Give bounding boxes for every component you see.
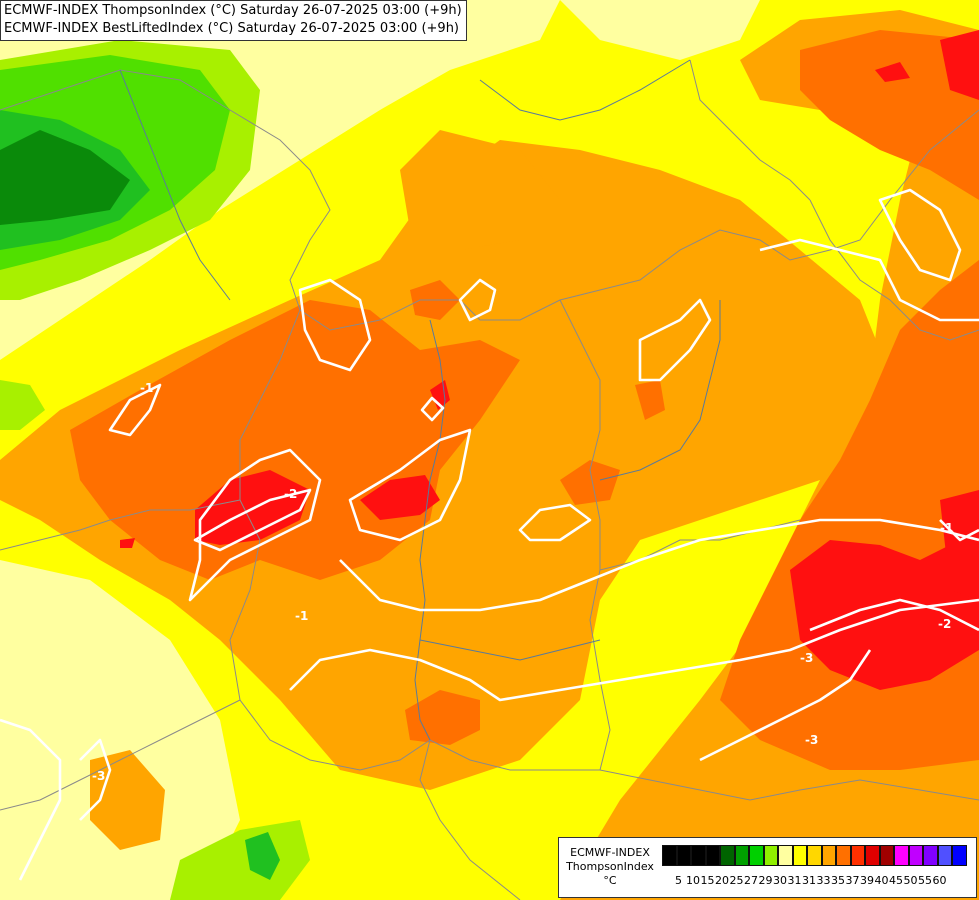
field-red-ne2 <box>940 30 979 100</box>
field-orange-central <box>0 140 900 790</box>
legend-swatch <box>894 845 909 866</box>
field-green-w <box>0 380 45 430</box>
legend-tick-label: 25 <box>729 874 744 887</box>
color-legend: ECMWF-INDEX ThompsonIndex °C 5 10 15 20 25 27… <box>558 837 977 898</box>
legend-swatch <box>662 845 677 866</box>
field-darkorange-s <box>405 690 480 745</box>
contour-ne-arc <box>759 238 979 322</box>
legend-swatch <box>937 845 952 866</box>
legend-title-unit: °C <box>603 874 617 887</box>
legend-swatches <box>662 845 967 866</box>
legend-swatch <box>879 845 894 866</box>
legend-swatch <box>908 845 923 866</box>
legend-swatch <box>850 845 865 866</box>
legend-swatch <box>923 845 938 866</box>
field-light-yellow-sw <box>0 560 240 900</box>
field-green2-sw <box>245 832 280 880</box>
legend-swatch <box>749 845 764 866</box>
contour-labels: -1 -2 -3 -1 -3 -2 -1 -3 <box>92 381 953 783</box>
field-light-yellow-ne <box>560 0 760 60</box>
field-red-e2 <box>940 490 979 600</box>
legend-tick-label: 5 <box>675 874 682 887</box>
contour-minus1-loop2 <box>420 396 445 422</box>
legend-tick-label: 15 <box>700 874 715 887</box>
legend-tick-label: 20 <box>715 874 729 887</box>
contour-minus1-big <box>339 518 979 612</box>
legend-tick-label: 35 <box>831 874 845 887</box>
contour-n-loop2 <box>458 278 497 322</box>
contour-c-loop <box>518 503 592 542</box>
legend-swatch <box>734 845 749 866</box>
contour-label: -1 <box>295 609 308 623</box>
contour-label: -2 <box>938 617 951 631</box>
contour-label: -2 <box>284 487 297 501</box>
rivers <box>119 59 721 741</box>
contour-minus2-inner <box>193 488 312 552</box>
legend-tick-label: 50 <box>903 874 918 887</box>
contour-e-loop <box>638 298 712 382</box>
legend-title-source: ECMWF-INDEX <box>570 846 650 859</box>
field-green-sw <box>170 820 310 900</box>
field-darkorange-ne <box>800 30 979 200</box>
contour-label: -3 <box>805 733 818 747</box>
field-red-ne <box>875 62 910 82</box>
legend-swatch <box>778 845 793 866</box>
legend-swatch <box>836 845 851 866</box>
legend-swatch <box>705 845 720 866</box>
legend-title-field: ThompsonIndex <box>566 860 654 873</box>
legend-tick-label: 45 <box>889 874 903 887</box>
legend-swatch <box>720 845 735 866</box>
legend-tick-label: 29 <box>758 874 773 887</box>
legend-swatch <box>952 845 967 866</box>
contour-minus1-c <box>348 428 472 542</box>
legend-swatch <box>691 845 706 866</box>
contour-minus1-loop <box>188 448 322 602</box>
legend-tick-label: 31 <box>787 874 802 887</box>
field-orange-n <box>400 130 560 250</box>
legend-swatch <box>821 845 836 866</box>
legend-title: ECMWF-INDEX ThompsonIndex °C <box>563 846 657 888</box>
contour-sw-arc <box>0 718 62 881</box>
legend-tick-label: 30 <box>773 874 787 887</box>
legend-swatch <box>807 845 822 866</box>
contour-minus2-east <box>809 598 979 632</box>
contour-ne-loop <box>878 188 962 282</box>
contour-label: -1 <box>140 381 153 395</box>
field-darkorange-c <box>560 460 620 505</box>
contour-label: -3 <box>800 651 813 665</box>
legend-tick-label: 40 <box>874 874 889 887</box>
contour-label: -1 <box>940 521 953 535</box>
legend-tick-label: 27 <box>744 874 758 887</box>
contour-minus3-sw <box>79 738 112 821</box>
contour-minus1-west <box>108 383 162 437</box>
field-darkgreen-nw <box>0 130 130 225</box>
legend-tick-label: 39 <box>860 874 874 887</box>
field-red-c <box>360 475 440 520</box>
contour-minus3-south <box>289 598 979 702</box>
contour-label: -3 <box>92 769 105 783</box>
title-thompson-index: ECMWF-INDEX ThompsonIndex (°C) Saturday … <box>4 3 462 18</box>
legend-tick-label: 33 <box>816 874 831 887</box>
legend-tick-label: 37 <box>845 874 860 887</box>
legend-tick-label: 60 <box>932 874 947 887</box>
legend-swatch <box>792 845 807 866</box>
field-darkorange-c3 <box>635 380 665 420</box>
legend-swatch <box>676 845 691 866</box>
legend-swatch <box>763 845 778 866</box>
map-title-box: ECMWF-INDEX ThompsonIndex (°C) Saturday … <box>0 0 467 41</box>
legend-tick-label: 31 <box>802 874 816 887</box>
legend-swatch <box>865 845 880 866</box>
title-best-lifted-index: ECMWF-INDEX BestLiftedIndex (°C) Saturda… <box>4 21 459 36</box>
contour-n-loop <box>298 278 372 372</box>
field-red-w2 <box>120 538 135 548</box>
contour-minus3-east <box>699 649 872 762</box>
bestlifted-contours <box>0 188 979 881</box>
contour-minus1-e <box>939 519 979 542</box>
legend-tick-label: 55 <box>918 874 932 887</box>
legend-tick-label: 10 <box>686 874 700 887</box>
